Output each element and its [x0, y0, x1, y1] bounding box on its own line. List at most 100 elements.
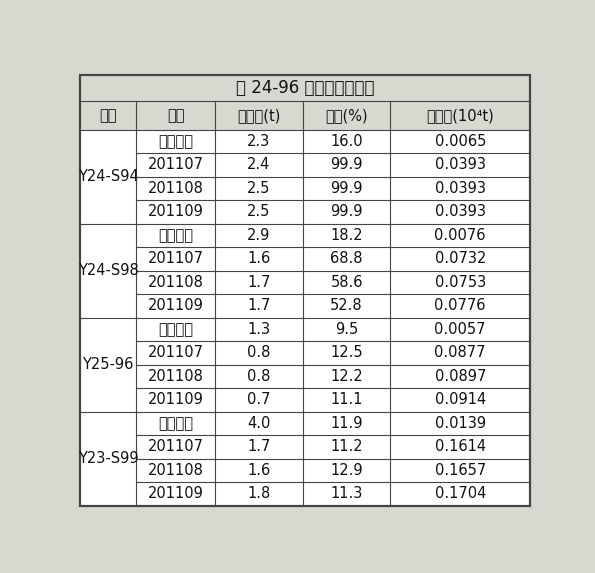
- Text: 99.9: 99.9: [330, 181, 363, 196]
- Text: 0.0076: 0.0076: [434, 228, 486, 243]
- Text: 0.0753: 0.0753: [434, 275, 486, 290]
- Text: 注水初期: 注水初期: [158, 322, 193, 337]
- Bar: [215, 317, 303, 341]
- Text: 0.0897: 0.0897: [434, 369, 486, 384]
- Text: 1.7: 1.7: [247, 299, 271, 313]
- Text: 源 24-96 井连通井情况表: 源 24-96 井连通井情况表: [236, 79, 374, 97]
- Bar: [80, 101, 136, 129]
- Bar: [215, 388, 303, 411]
- Bar: [390, 482, 530, 505]
- Text: 201109: 201109: [148, 205, 203, 219]
- Text: 2.5: 2.5: [247, 181, 271, 196]
- Text: 201109: 201109: [148, 299, 203, 313]
- Text: 201107: 201107: [148, 439, 203, 454]
- Text: 201108: 201108: [148, 369, 203, 384]
- Bar: [80, 76, 530, 101]
- Bar: [136, 435, 215, 458]
- Text: 0.1614: 0.1614: [434, 439, 486, 454]
- Text: 99.9: 99.9: [330, 205, 363, 219]
- Bar: [390, 153, 530, 176]
- Bar: [390, 341, 530, 364]
- Bar: [136, 200, 215, 223]
- Text: 含水(%): 含水(%): [325, 108, 368, 123]
- Text: 4.0: 4.0: [247, 416, 271, 431]
- Bar: [215, 411, 303, 435]
- Bar: [303, 129, 390, 153]
- Text: 201107: 201107: [148, 252, 203, 266]
- Text: 1.6: 1.6: [247, 463, 271, 478]
- Text: 201108: 201108: [148, 181, 203, 196]
- Bar: [215, 364, 303, 388]
- Text: 0.0914: 0.0914: [434, 393, 486, 407]
- Bar: [136, 247, 215, 270]
- Text: 0.8: 0.8: [247, 369, 271, 384]
- Text: 58.6: 58.6: [330, 275, 363, 290]
- Bar: [303, 176, 390, 200]
- Text: 68.8: 68.8: [330, 252, 363, 266]
- Bar: [136, 129, 215, 153]
- Text: 201109: 201109: [148, 393, 203, 407]
- Text: 12.5: 12.5: [330, 346, 363, 360]
- Bar: [303, 247, 390, 270]
- Text: 11.3: 11.3: [330, 486, 363, 501]
- Bar: [215, 482, 303, 505]
- Bar: [390, 364, 530, 388]
- Bar: [303, 364, 390, 388]
- Bar: [303, 153, 390, 176]
- Text: 0.0393: 0.0393: [435, 181, 486, 196]
- Text: 0.0139: 0.0139: [434, 416, 486, 431]
- Text: 11.9: 11.9: [330, 416, 363, 431]
- Bar: [390, 176, 530, 200]
- Bar: [303, 388, 390, 411]
- Text: 99.9: 99.9: [330, 158, 363, 172]
- Text: Y24-S98: Y24-S98: [78, 263, 139, 278]
- Bar: [215, 435, 303, 458]
- Bar: [136, 388, 215, 411]
- Bar: [303, 294, 390, 317]
- Bar: [215, 129, 303, 153]
- Bar: [215, 341, 303, 364]
- Text: 52.8: 52.8: [330, 299, 363, 313]
- Bar: [136, 176, 215, 200]
- Bar: [136, 341, 215, 364]
- Text: 1.3: 1.3: [248, 322, 270, 337]
- Bar: [136, 364, 215, 388]
- Bar: [303, 223, 390, 247]
- Text: Y24-S94: Y24-S94: [78, 169, 139, 184]
- Bar: [303, 341, 390, 364]
- Bar: [136, 411, 215, 435]
- Bar: [390, 435, 530, 458]
- Text: 201107: 201107: [148, 346, 203, 360]
- Text: 1.7: 1.7: [247, 275, 271, 290]
- Bar: [390, 129, 530, 153]
- Bar: [390, 294, 530, 317]
- Text: 0.0776: 0.0776: [434, 299, 486, 313]
- Bar: [390, 270, 530, 294]
- Text: 井号: 井号: [99, 108, 117, 123]
- Text: 12.2: 12.2: [330, 369, 363, 384]
- Bar: [390, 247, 530, 270]
- Text: 累产油(10⁴t): 累产油(10⁴t): [427, 108, 494, 123]
- Bar: [80, 411, 136, 505]
- Bar: [303, 101, 390, 129]
- Text: 0.0065: 0.0065: [434, 134, 486, 149]
- Text: 12.9: 12.9: [330, 463, 363, 478]
- Bar: [390, 101, 530, 129]
- Text: Y23-S99: Y23-S99: [78, 451, 139, 466]
- Bar: [136, 482, 215, 505]
- Text: 16.0: 16.0: [330, 134, 363, 149]
- Text: 0.1657: 0.1657: [434, 463, 486, 478]
- Text: 2.3: 2.3: [247, 134, 271, 149]
- Text: 11.1: 11.1: [330, 393, 363, 407]
- Bar: [390, 223, 530, 247]
- Text: 2.5: 2.5: [247, 205, 271, 219]
- Text: 0.7: 0.7: [247, 393, 271, 407]
- Text: 2.9: 2.9: [247, 228, 271, 243]
- Text: 0.8: 0.8: [247, 346, 271, 360]
- Bar: [390, 388, 530, 411]
- Text: 注水初期: 注水初期: [158, 134, 193, 149]
- Bar: [80, 317, 136, 411]
- Bar: [215, 223, 303, 247]
- Bar: [136, 458, 215, 482]
- Text: 18.2: 18.2: [330, 228, 363, 243]
